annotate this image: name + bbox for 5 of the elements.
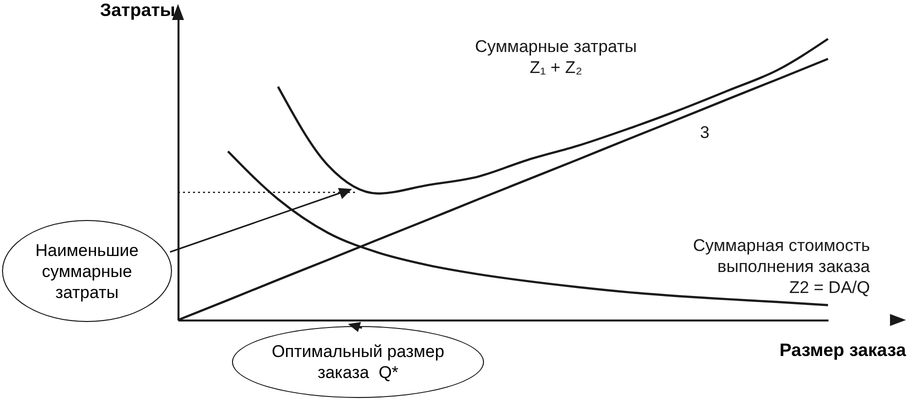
x-axis-title: Размер заказа	[779, 340, 906, 361]
series-label: Суммарная стоимость выполнения заказа Z2 = DA/Q	[693, 235, 870, 298]
text: Суммарные затраты Z₁ + Z₂	[475, 36, 637, 78]
y-axis-title: Затраты	[100, 0, 176, 21]
series-label: 3	[700, 122, 710, 143]
